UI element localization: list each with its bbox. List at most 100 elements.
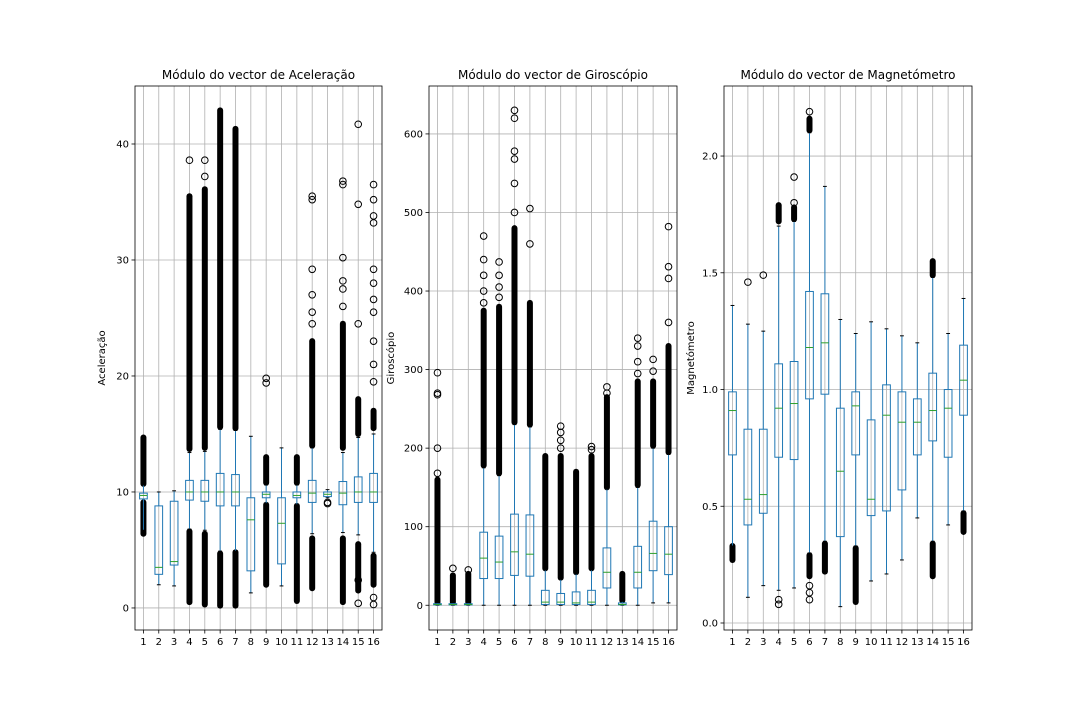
mag-iqr-box bbox=[835, 407, 845, 538]
gyro-outlier-point bbox=[495, 258, 503, 266]
accel-iqr-box bbox=[231, 474, 240, 507]
mag-iqr-box bbox=[928, 372, 938, 442]
accel-outlier-point bbox=[262, 374, 270, 383]
accel-flier-band bbox=[370, 552, 377, 588]
mag-iqr-box bbox=[882, 384, 891, 512]
accel-outlier-point bbox=[354, 319, 363, 328]
mag-iqr-box bbox=[851, 391, 861, 456]
mag-x-tick-label: 12 bbox=[896, 637, 909, 648]
accel-box-3 bbox=[169, 490, 179, 587]
mag-x-tick-label: 11 bbox=[880, 637, 893, 648]
gyro-x-tick-label: 4 bbox=[480, 637, 486, 648]
mag-box-14 bbox=[928, 258, 938, 580]
gyro-flier-band bbox=[480, 307, 487, 469]
gyro-outlier-point bbox=[495, 293, 503, 302]
gyro-iqr-box bbox=[587, 589, 596, 605]
mag-y-tick-label: 1.5 bbox=[702, 268, 718, 279]
mag-iqr-box bbox=[912, 398, 922, 456]
mag-box-13 bbox=[912, 342, 922, 519]
accel-box-14 bbox=[338, 177, 348, 606]
gyro-x-tick-label: 9 bbox=[558, 637, 564, 648]
gyro-x-tick-label: 8 bbox=[542, 637, 548, 648]
accel-box-5 bbox=[200, 156, 210, 608]
mag-box-16 bbox=[959, 297, 968, 535]
gyro-flier-band bbox=[619, 570, 626, 604]
gyro-outlier-point bbox=[510, 106, 519, 115]
accel-outlier-point bbox=[369, 180, 378, 189]
accel-flier-band bbox=[339, 535, 346, 606]
gyro-box-7 bbox=[525, 204, 535, 606]
gyro-outlier-point bbox=[495, 271, 503, 280]
mag-x-tick-label: 16 bbox=[957, 637, 970, 648]
accel-x-tick-label: 5 bbox=[202, 637, 208, 648]
mag-x-tick-label: 15 bbox=[942, 637, 955, 648]
mag-y-tick-label: 1.0 bbox=[702, 385, 718, 396]
gyro-outlier-point bbox=[556, 422, 565, 430]
accel-outlier-point bbox=[369, 265, 378, 274]
accel-flier-band bbox=[217, 550, 224, 609]
accel-x-tick-label: 15 bbox=[352, 637, 365, 648]
gyro-outlier-point bbox=[556, 436, 565, 445]
accel-outlier-point bbox=[201, 156, 209, 165]
gyro-outlier-point bbox=[433, 389, 442, 397]
accel-iqr-box bbox=[169, 500, 179, 566]
accel-y-tick-label: 20 bbox=[116, 371, 129, 382]
accel-outlier-point bbox=[339, 253, 347, 262]
gyro-x-tick-label: 13 bbox=[616, 637, 629, 648]
mag-iqr-box bbox=[774, 363, 784, 458]
accel-x-tick-label: 16 bbox=[367, 637, 380, 648]
gyro-outlier-point bbox=[479, 287, 488, 295]
mag-boxplot-panel: 1 2 3 4 5 6 7 8 9 10 11 12 13 14 15 160.00.51.01.52.0 M… bbox=[685, 68, 973, 648]
mag-ticks: 1 2 3 4 5 6 7 8 9 10 11 12 13 14 15 160.00.51.01.52.0 bbox=[702, 152, 970, 648]
gyro-box-9 bbox=[556, 422, 566, 606]
gyro-chart-title: Módulo do vector de Giroscópio bbox=[458, 68, 648, 82]
mag-x-tick-label: 2 bbox=[745, 637, 751, 648]
gyro-box-2 bbox=[448, 564, 458, 606]
accel-outlier-point bbox=[369, 212, 378, 220]
gyro-iqr-box bbox=[602, 547, 612, 589]
mag-flier-band bbox=[960, 510, 967, 535]
gyro-flier-band bbox=[465, 570, 472, 606]
mag-outlier-point bbox=[790, 173, 798, 181]
accel-outlier-point bbox=[369, 593, 378, 602]
accel-box-7 bbox=[231, 125, 240, 609]
accel-outlier-point bbox=[339, 180, 347, 189]
gyro-box-13 bbox=[617, 570, 627, 606]
accel-flier-band bbox=[201, 186, 208, 451]
accel-x-tick-label: 13 bbox=[321, 637, 334, 648]
mag-y-tick-label: 0.0 bbox=[702, 618, 718, 629]
accel-outlier-point bbox=[308, 195, 316, 204]
gyro-outlier-point bbox=[603, 383, 611, 391]
gyro-x-tick-label: 3 bbox=[465, 637, 471, 648]
accel-flier-band bbox=[232, 549, 239, 609]
accel-x-tick-label: 1 bbox=[140, 637, 146, 648]
accel-y-tick-label: 0 bbox=[123, 603, 129, 614]
gyro-outlier-point bbox=[664, 318, 673, 327]
gyro-iqr-box bbox=[479, 531, 489, 580]
accel-outlier-point bbox=[308, 290, 316, 299]
mag-box-2 bbox=[743, 278, 753, 598]
accel-outlier-point bbox=[308, 265, 316, 274]
accel-iqr-box bbox=[200, 479, 210, 502]
accel-box-15 bbox=[353, 120, 363, 608]
gyro-outlier-point bbox=[587, 445, 596, 454]
accel-flier-band bbox=[140, 434, 147, 487]
gyro-outlier-point bbox=[633, 369, 642, 378]
gyro-flier-band bbox=[573, 468, 580, 576]
mag-flier-band bbox=[929, 258, 936, 279]
accel-box-11 bbox=[292, 454, 302, 605]
gyro-y-axis-label: Giroscópio bbox=[385, 332, 397, 385]
accel-axes-frame bbox=[134, 85, 383, 631]
gyro-flier-band bbox=[526, 299, 533, 428]
accel-box-1 bbox=[139, 434, 148, 537]
mag-flier-band bbox=[806, 552, 813, 580]
accel-outlier-point bbox=[185, 156, 194, 165]
accel-flier-band bbox=[370, 407, 377, 432]
accel-box-13 bbox=[323, 489, 332, 508]
accel-flier-band bbox=[309, 338, 316, 449]
accel-flier-band bbox=[293, 454, 300, 486]
mag-outlier-point bbox=[805, 107, 814, 116]
mag-flier-band bbox=[821, 540, 828, 575]
accel-outlier-point bbox=[262, 379, 270, 387]
